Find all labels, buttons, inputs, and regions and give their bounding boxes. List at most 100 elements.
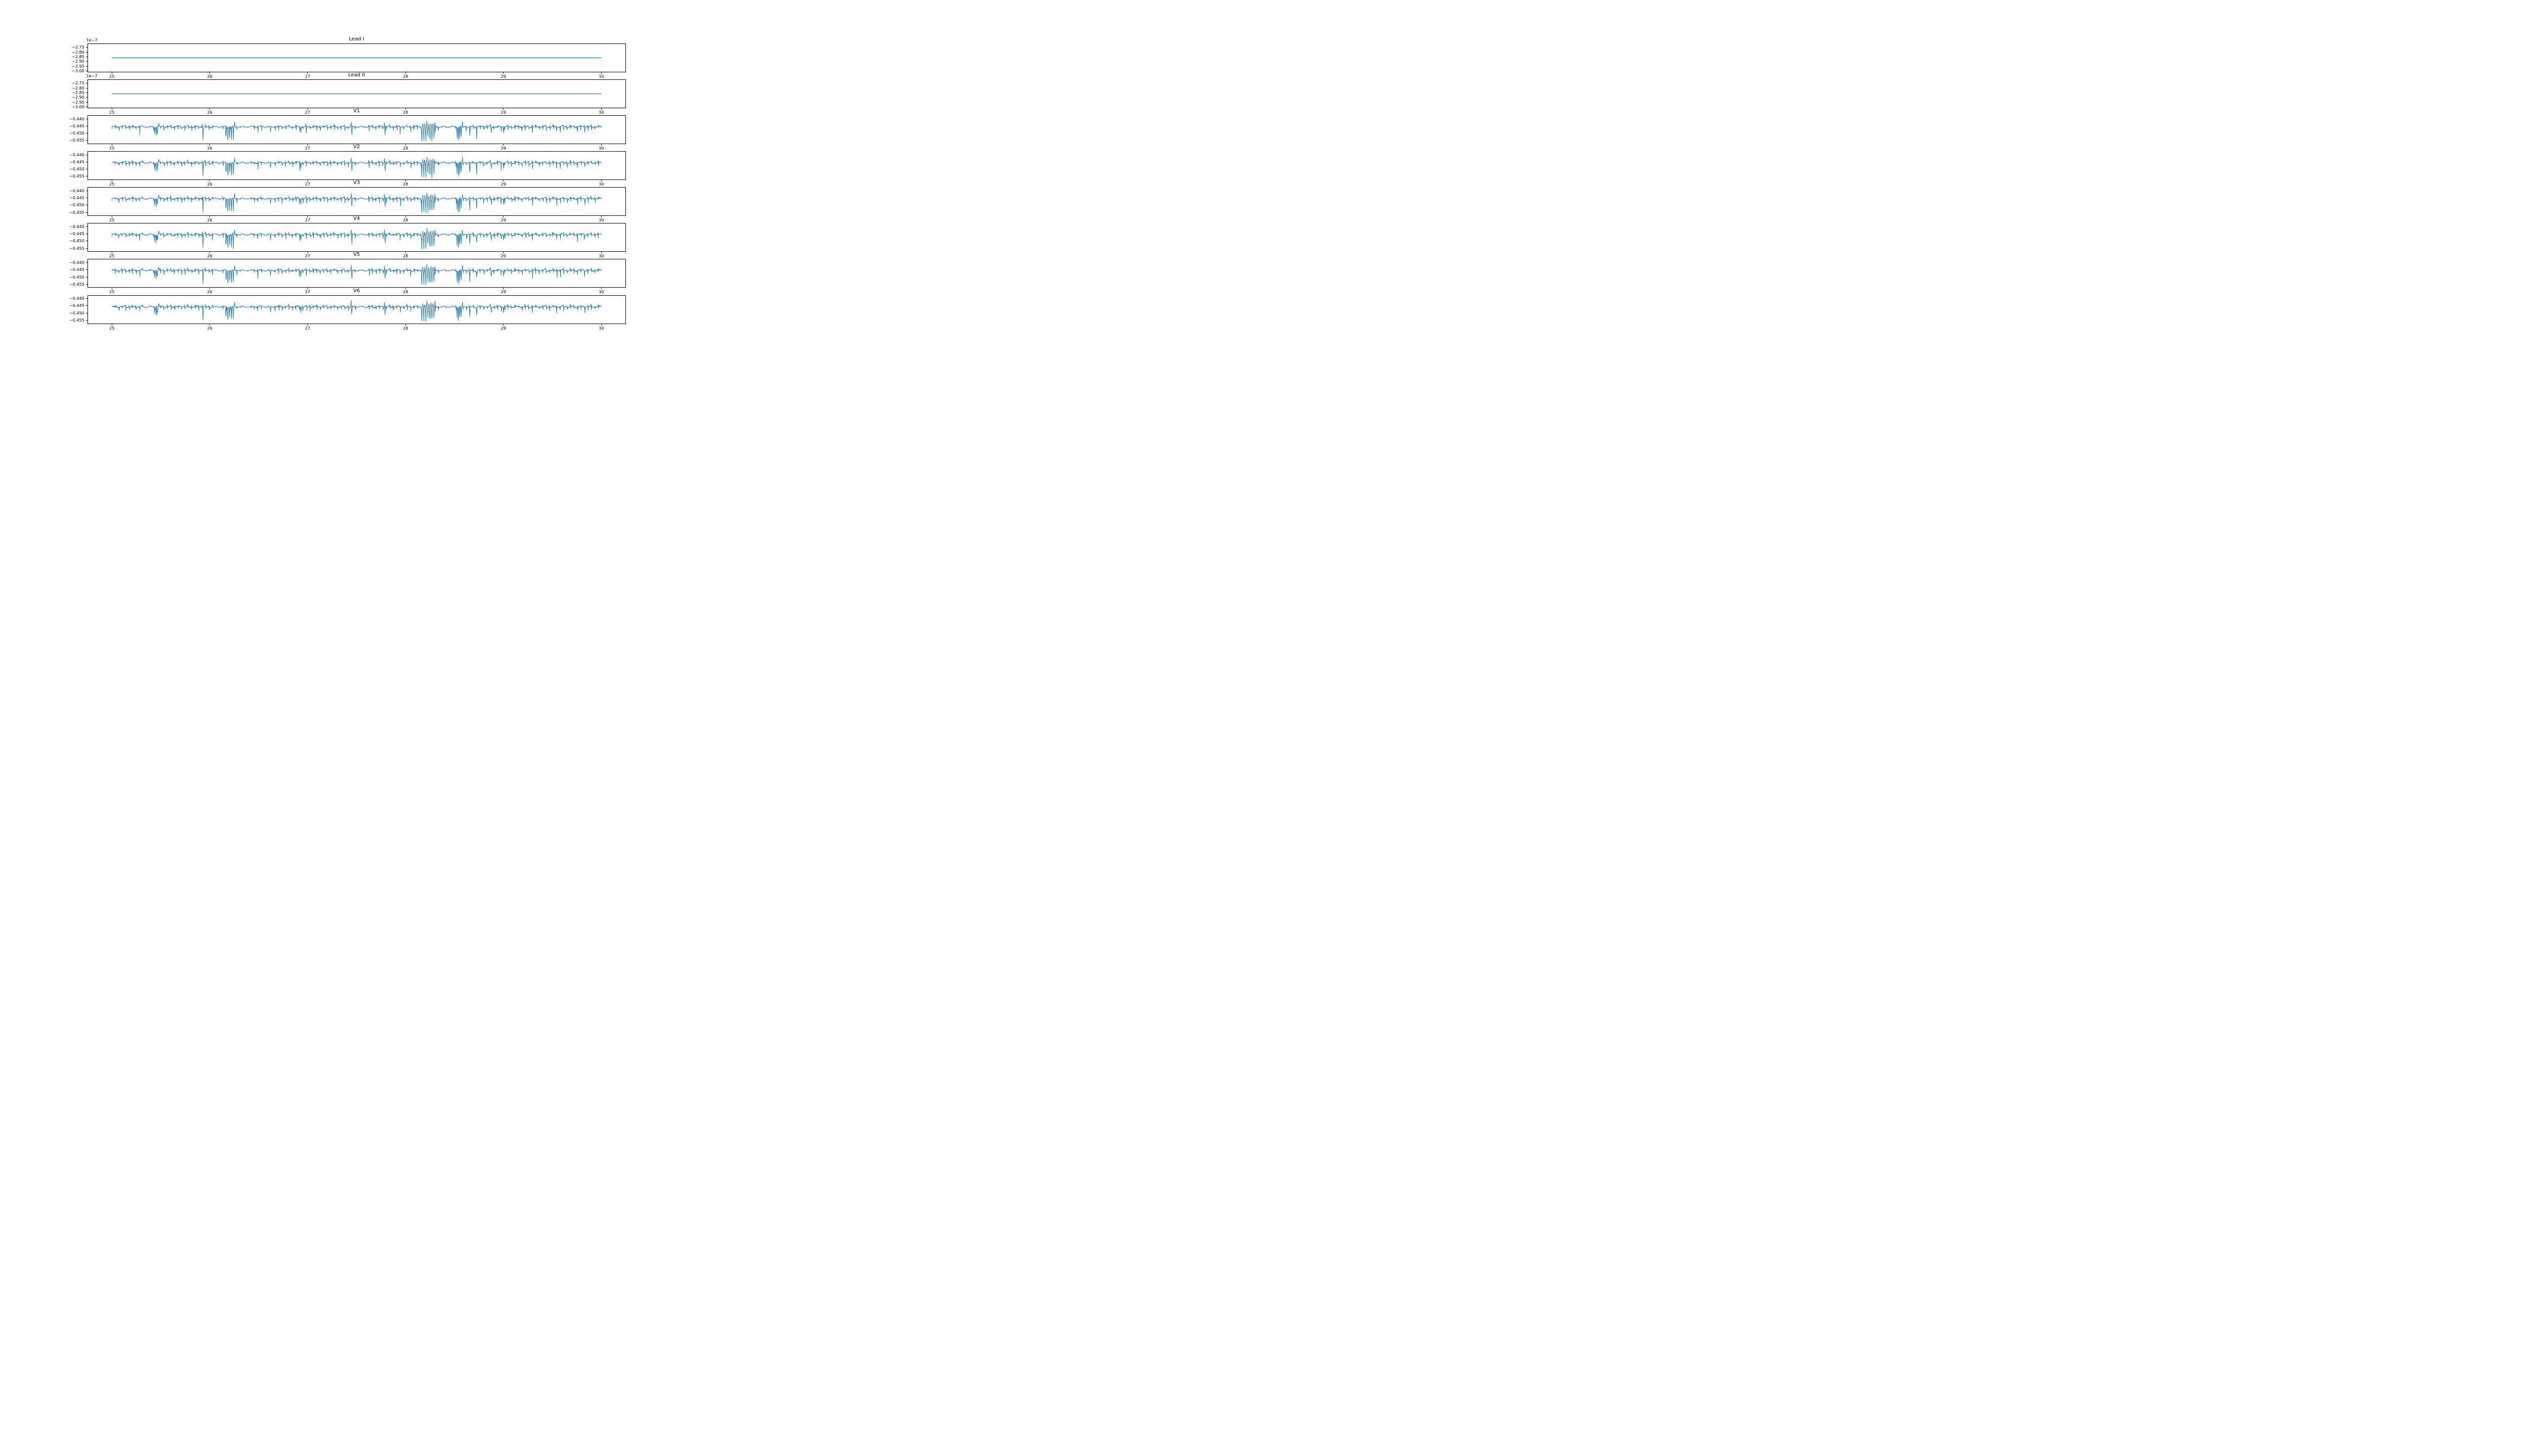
ecg-trace: [111, 192, 602, 213]
subplot-title: V2: [353, 144, 360, 150]
y-tick-label: −0.445: [69, 159, 84, 164]
plot-svg: [87, 223, 626, 252]
y-tick-label: −0.450: [69, 203, 84, 208]
subplot-title: V6: [353, 288, 360, 294]
x-tick-mark: [405, 72, 406, 74]
subplot-v1: V1 −0.440 −0.445 −0.450 −0.455 25 26 27 28 29 30: [69, 107, 626, 153]
plot-svg: [87, 259, 626, 288]
x-tick-mark: [503, 252, 504, 254]
x-tick-label: 27: [305, 110, 310, 115]
y-tick-label: −0.450: [69, 310, 84, 315]
axes-border: [87, 79, 626, 108]
x-tick-mark: [503, 144, 504, 146]
y-tick-label: −0.455: [69, 138, 84, 143]
x-tick-label: 26: [207, 74, 212, 79]
x-tick-label: 28: [403, 110, 409, 115]
y-tick-mark: [85, 140, 87, 141]
subplot-v3: V3 −0.440 −0.445 −0.450 −0.455 25 26 27 28 29 30: [69, 179, 626, 225]
x-tick-label: 29: [501, 146, 506, 151]
y-tick-label: −0.440: [69, 116, 84, 121]
y-tick-label: −0.455: [69, 246, 84, 251]
x-tick-label: 27: [305, 254, 310, 259]
ecg-trace: [111, 229, 602, 250]
ecg-trace: [111, 264, 602, 286]
x-tick-label: 30: [599, 110, 604, 115]
y-tick-mark: [85, 284, 87, 285]
y-tick-label: −0.450: [69, 131, 84, 136]
y-tick-mark: [85, 102, 87, 103]
x-tick-mark: [405, 252, 406, 254]
x-tick-label: 26: [207, 326, 212, 331]
subplot-title: Lead I: [349, 36, 365, 42]
x-tick-mark: [209, 144, 210, 146]
x-tick-label: 27: [305, 74, 310, 79]
x-tick-mark: [601, 144, 602, 146]
x-tick-mark: [601, 180, 602, 182]
subplot-v2: V2 −0.440 −0.445 −0.450 −0.455 25 26 27 28 29 30: [69, 143, 626, 189]
x-tick-label: 25: [109, 110, 115, 115]
subplot-v4: V4 −0.440 −0.445 −0.450 −0.455 25 26 27 28 29 30: [69, 215, 626, 261]
plot-svg: [87, 43, 626, 72]
y-tick-mark: [85, 277, 87, 278]
axes-border: [87, 187, 626, 216]
x-tick-label: 26: [207, 290, 212, 295]
y-tick-mark: [85, 298, 87, 299]
x-tick-mark: [209, 288, 210, 290]
x-tick-label: 28: [403, 74, 409, 79]
plot-svg: [87, 151, 626, 180]
y-tick-label: −2.95: [72, 100, 84, 105]
y-tick-label: −0.455: [69, 174, 84, 179]
x-tick-mark: [307, 108, 308, 110]
x-tick-label: 28: [403, 182, 409, 187]
x-tick-mark: [601, 288, 602, 290]
axes: 1e−7 −2.75 −2.80 −2.85 −2.90 −2.95 −3.00 25 26 2…: [72, 74, 626, 115]
x-tick-label: 30: [599, 146, 604, 151]
y-tick-label: −0.450: [69, 239, 84, 244]
plot-svg: [87, 115, 626, 144]
y-tick-label: −0.445: [69, 267, 84, 272]
x-tick-label: 29: [501, 218, 506, 223]
x-tick-label: 27: [305, 290, 310, 295]
y-tick-label: −0.440: [69, 224, 84, 229]
axes-border: [87, 115, 626, 144]
axis-offset-label: 1e−7: [86, 73, 98, 78]
x-tick-mark: [209, 324, 210, 326]
x-tick-label: 27: [305, 146, 310, 151]
x-tick-mark: [307, 216, 308, 218]
x-tick-mark: [209, 180, 210, 182]
plot-svg: [87, 79, 626, 108]
subplot-title: V5: [353, 252, 360, 258]
x-tick-label: 30: [599, 218, 604, 223]
subplot-title: V3: [353, 180, 360, 186]
y-tick-label: −0.445: [69, 196, 84, 201]
y-tick-label: −0.455: [69, 317, 84, 323]
y-tick-mark: [85, 52, 87, 53]
x-tick-mark: [307, 72, 308, 74]
y-tick-label: −0.440: [69, 260, 84, 265]
axes-border: [87, 259, 626, 288]
x-tick-mark: [405, 144, 406, 146]
subplot-lead-i: Lead I 1e−7 −2.75 −2.80 −2.85 −2.90 −2.95 −3.…: [72, 35, 626, 81]
x-tick-mark: [209, 72, 210, 74]
y-tick-label: −2.80: [72, 85, 84, 90]
y-tick-label: −2.90: [72, 95, 84, 100]
y-tick-label: −2.90: [72, 59, 84, 64]
ecg-figure: Lead I 1e−7 −2.75 −2.80 −2.85 −2.90 −2.95 −3.…: [0, 0, 698, 364]
x-tick-label: 30: [599, 254, 604, 259]
x-tick-mark: [601, 72, 602, 74]
subplot-lead-ii: Lead II 1e−7 −2.75 −2.80 −2.85 −2.90 −2.95 −3…: [72, 71, 626, 117]
y-tick-label: −0.440: [69, 296, 84, 301]
x-tick-label: 28: [403, 290, 409, 295]
y-tick-label: −2.95: [72, 64, 84, 69]
x-tick-label: 25: [109, 290, 115, 295]
plot-svg: [87, 187, 626, 216]
y-tick-label: −0.445: [69, 232, 84, 237]
x-tick-mark: [307, 144, 308, 146]
x-tick-label: 25: [109, 182, 115, 187]
y-tick-label: −3.00: [72, 105, 84, 110]
x-tick-label: 26: [207, 146, 212, 151]
axes: −0.440 −0.445 −0.450 −0.455 25 26 27 28 29 30: [69, 187, 626, 222]
y-tick-label: −0.440: [69, 188, 84, 193]
axes: −0.440 −0.445 −0.450 −0.455 25 26 27 28 29 30: [69, 223, 626, 258]
y-tick-label: −0.455: [69, 210, 84, 215]
